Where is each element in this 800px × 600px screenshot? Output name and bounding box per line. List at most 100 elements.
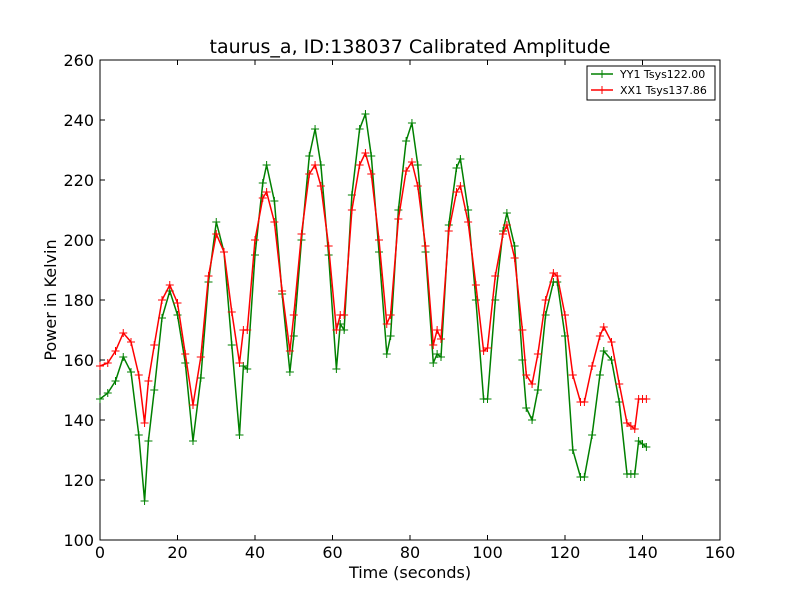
y-tick-label: 260 [63, 51, 94, 70]
data-point [456, 182, 465, 190]
data-point [599, 323, 608, 331]
data-point [243, 326, 252, 334]
data-point [588, 431, 597, 439]
data-point [499, 230, 507, 238]
data-point [407, 119, 416, 127]
data-point [394, 215, 403, 223]
y-tick-label: 100 [63, 531, 94, 550]
data-point [407, 158, 416, 166]
data-point [642, 395, 651, 403]
data-point [568, 446, 577, 454]
data-point [402, 167, 411, 175]
y-tick-label: 200 [63, 231, 94, 250]
data-point [270, 197, 279, 205]
data-point [324, 242, 333, 250]
data-point [134, 371, 143, 379]
data-point [483, 395, 492, 403]
data-point [251, 236, 259, 244]
data-point [510, 254, 519, 262]
data-point [533, 350, 542, 358]
data-point [243, 365, 252, 373]
data-point [111, 347, 120, 355]
data-point [518, 326, 527, 334]
data-point [103, 389, 112, 397]
data-point [471, 296, 480, 304]
x-tick-label: 160 [705, 543, 736, 562]
data-point [355, 161, 364, 169]
data-point [580, 398, 589, 406]
data-point [367, 152, 376, 160]
data-point [220, 248, 228, 256]
data-point [258, 179, 267, 187]
data-point [278, 287, 287, 295]
data-point [258, 194, 267, 202]
data-point [235, 431, 244, 439]
data-point [502, 221, 511, 229]
data-point [340, 311, 349, 319]
data-point [421, 242, 430, 250]
data-point [595, 332, 604, 340]
data-point [382, 350, 391, 358]
data-point [189, 401, 197, 409]
data-point [630, 470, 639, 478]
data-point [332, 326, 341, 334]
x-tick-label: 140 [627, 543, 658, 562]
data-point [361, 149, 370, 157]
data-point [444, 227, 453, 235]
data-point [173, 299, 182, 307]
data-point [595, 371, 604, 379]
y-axis-title: Power in Kelvin [41, 239, 60, 360]
data-point [150, 386, 159, 394]
x-tick-label: 60 [322, 543, 342, 562]
legend-marker [598, 86, 606, 94]
data-point [285, 347, 294, 355]
data-point [181, 359, 190, 367]
data-point [413, 161, 422, 169]
y-tick-label: 160 [63, 351, 94, 370]
data-point [561, 311, 569, 319]
x-tick-label: 80 [400, 543, 420, 562]
data-point [588, 362, 597, 370]
data-point [340, 326, 349, 334]
data-point [150, 341, 159, 349]
chart-title: taurus_a, ID:138037 Calibrated Amplitude [210, 36, 611, 58]
data-point [235, 359, 244, 367]
data-point [311, 161, 320, 169]
data-point [204, 272, 213, 280]
data-point [429, 359, 438, 367]
legend: YY1 Tsys122.00 XX1 Tsys137.86 [586, 65, 716, 101]
data-point [437, 335, 445, 343]
data-point [212, 230, 221, 238]
data-point [630, 425, 639, 433]
data-point [483, 344, 492, 352]
data-point [541, 296, 550, 304]
data-point [375, 248, 383, 256]
data-point [433, 326, 442, 334]
data-point [189, 437, 197, 445]
x-axis-title: Time (seconds) [348, 563, 471, 582]
data-point [437, 353, 445, 361]
data-point [491, 272, 500, 280]
y-tick-label: 240 [63, 111, 94, 130]
data-point [96, 395, 104, 403]
data-point [140, 497, 149, 505]
x-tick-label: 0 [95, 543, 105, 562]
series-xx1 [96, 149, 651, 433]
data-point [285, 368, 294, 376]
data-point [111, 377, 120, 385]
data-point [227, 308, 236, 316]
data-point [127, 338, 135, 346]
plot-frame [99, 59, 721, 541]
data-point [355, 125, 364, 133]
legend-label: YY1 Tsys122.00 [619, 68, 705, 81]
data-point [568, 371, 577, 379]
data-point [96, 362, 104, 370]
y-tick-label: 220 [63, 171, 94, 190]
x-tick-label: 100 [472, 543, 503, 562]
data-point [140, 419, 149, 427]
data-point [367, 170, 376, 178]
data-point [502, 209, 511, 217]
data-point [289, 311, 298, 319]
data-point [464, 218, 473, 226]
x-tick-label: 120 [550, 543, 581, 562]
